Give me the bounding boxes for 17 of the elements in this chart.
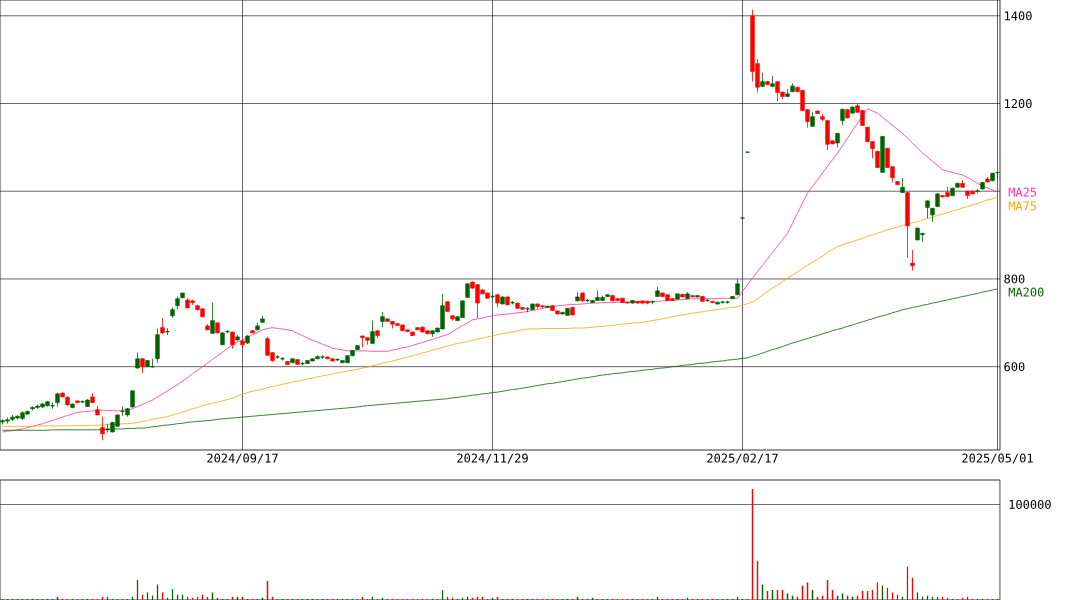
candlestick: [210, 302, 215, 335]
series-label: MA200: [1008, 287, 1044, 297]
text: 100000: [1009, 499, 1051, 509]
series-label: MA25: [1008, 187, 1037, 197]
candlestick: [910, 249, 915, 272]
x-tick-label: 2024/09/17: [207, 453, 278, 464]
x-tick-label: 2024/11/29: [457, 453, 528, 464]
candlestick: [370, 320, 375, 345]
candlestick: [100, 416, 105, 441]
y-tick-label: 1400: [1004, 11, 1032, 21]
y-tick-label: 1200: [1004, 98, 1032, 109]
candlestick: [995, 171, 1000, 179]
series-label: MA75: [1008, 201, 1037, 211]
y-tick-label: 800: [1004, 274, 1025, 284]
x-tick-label: 2025/02/17: [707, 453, 778, 464]
x-tick-label: 2025/05/01: [962, 453, 1033, 464]
y-tick-label: 600: [1004, 362, 1025, 372]
